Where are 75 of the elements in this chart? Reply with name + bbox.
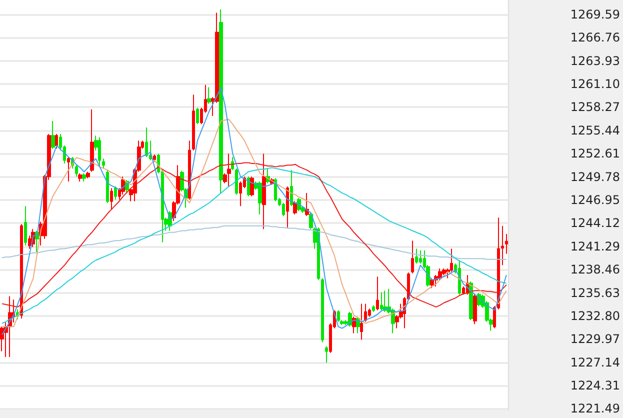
candlestick: [364, 303, 367, 322]
candlestick: [262, 153, 266, 230]
line-series: [1, 225, 507, 260]
candlestick: [419, 250, 422, 264]
candlestick: [196, 107, 199, 125]
candlestick: [473, 294, 477, 325]
candlestick: [305, 192, 309, 216]
y-tick-label: 1269.59: [570, 7, 620, 22]
candlestick: [86, 171, 90, 179]
candlestick: [469, 281, 473, 321]
y-tick-label: 1238.46: [570, 262, 620, 277]
candlestick: [337, 310, 340, 322]
candlestick: [274, 178, 277, 202]
candlestick: [102, 158, 105, 169]
candlestick: [286, 186, 289, 228]
y-tick-label: 1232.80: [570, 308, 620, 323]
candlestick: [98, 136, 101, 168]
y-tick-label: 1227.14: [570, 355, 620, 370]
y-tick-label: 1244.12: [570, 216, 620, 230]
candlestick: [415, 248, 418, 264]
y-tick-label: 1229.97: [570, 332, 620, 346]
y-tick-label: 1252.61: [570, 146, 620, 161]
y-tick-label: 1255.44: [570, 123, 620, 138]
candlestick: [258, 181, 262, 215]
candlestick: [493, 306, 496, 329]
candlestick: [505, 234, 508, 254]
candlestick: [75, 164, 78, 178]
candlestick: [282, 202, 285, 216]
candlestick: [219, 8, 223, 194]
candlestick: [24, 206, 27, 246]
candlestick: [293, 200, 297, 215]
candlestick: [430, 278, 434, 289]
y-tick-label: 1249.78: [570, 170, 620, 184]
candlestick: [145, 126, 148, 158]
candlestick: [82, 172, 86, 182]
y-tick-label: 1235.63: [570, 286, 620, 300]
candlestick: [153, 154, 156, 162]
y-tick-label: 1261.10: [570, 77, 620, 92]
y-tick-label: 1246.95: [570, 193, 620, 207]
candlestick: [380, 292, 383, 311]
candlestick: [317, 226, 320, 280]
y-tick-label: 1221.49: [570, 402, 620, 416]
candlestick: [106, 170, 109, 204]
candlestick: [247, 176, 250, 197]
candlestick: [376, 276, 379, 311]
y-tick-label: 1266.76: [570, 30, 620, 45]
candlestick: [207, 86, 211, 104]
candlestick: [110, 188, 113, 210]
candlestick: [227, 153, 231, 187]
candlestick: [188, 140, 191, 200]
y-tick-label: 1263.93: [570, 54, 620, 68]
candlestick: [67, 156, 70, 182]
y-tick-label: 1224.31: [570, 378, 620, 393]
candlestick: [360, 303, 363, 340]
candlestick: [114, 186, 117, 200]
candlestick: [325, 346, 328, 364]
y-tick-label: 1258.27: [570, 100, 620, 114]
line-series: [1, 118, 507, 328]
candlestick: [297, 197, 301, 212]
candlestick: [348, 311, 352, 328]
candlestick: [411, 240, 414, 274]
candlestick: [192, 94, 195, 151]
candlestick: [51, 120, 55, 150]
candlestick: [78, 172, 82, 182]
line-series: [1, 88, 507, 336]
candlestick: [321, 278, 324, 343]
candlestick: [20, 224, 23, 319]
candlestick: [90, 108, 94, 172]
candlestick: [55, 134, 58, 150]
candlestick: [250, 176, 254, 197]
candlestick: [235, 168, 238, 196]
candlestick: [290, 170, 293, 207]
candlestick: [372, 304, 375, 312]
y-tick-label: 1241.29: [570, 239, 620, 254]
candlestick: [501, 225, 504, 266]
